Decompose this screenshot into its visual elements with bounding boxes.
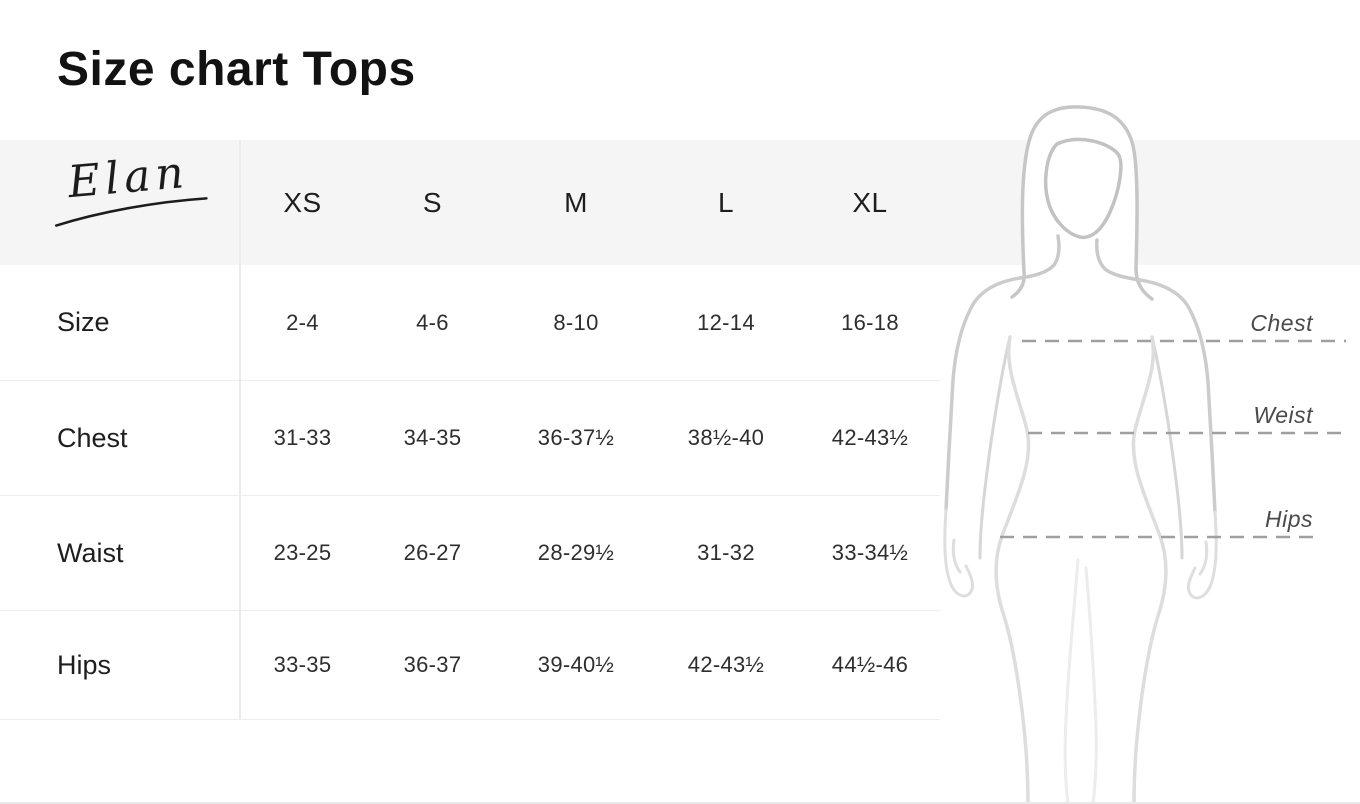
column-header-m: M: [564, 186, 588, 218]
row-values-chest: 31-33 34-35 36-37½ 38½-40 42-43½: [240, 381, 940, 495]
table-row-waist: Waist 23-25 26-27 28-29½ 31-32 33-34½: [0, 495, 940, 610]
cell-hips-m: 39-40½: [537, 652, 615, 677]
cell-hips-l: 42-43½: [687, 652, 765, 677]
column-header-xl: XL: [852, 186, 888, 218]
cell-waist-s: 26-27: [403, 540, 462, 565]
brand-logo: Elan: [46, 145, 213, 249]
column-header-s: S: [422, 186, 443, 218]
column-header-l: L: [717, 186, 735, 218]
hips-measure-label: Hips: [1264, 506, 1313, 532]
table-vertical-divider: [239, 140, 241, 720]
row-values-hips: 33-35 36-37 39-40½ 42-43½ 44½-46: [240, 611, 940, 719]
cell-hips-xl: 44½-46: [831, 652, 909, 677]
cell-chest-l: 38½-40: [687, 425, 765, 450]
page-title: Size chart Tops: [57, 43, 416, 96]
cell-chest-s: 34-35: [403, 425, 462, 450]
waist-measure-label: Weist: [1253, 402, 1313, 428]
cell-chest-m: 36-37½: [537, 425, 615, 450]
cell-chest-xs: 31-33: [273, 425, 332, 450]
cell-size-xl: 16-18: [841, 309, 899, 335]
cell-size-s: 4-6: [416, 309, 449, 335]
row-label-chest: Chest: [57, 422, 128, 453]
cell-waist-xs: 23-25: [273, 540, 332, 565]
column-header-xs: XS: [283, 186, 322, 218]
row-label-size: Size: [57, 307, 110, 337]
figure-face: [1044, 137, 1123, 240]
cell-waist-m: 28-29½: [537, 540, 615, 565]
table-row-size: Size 2-4 4-6 8-10 12-14 16-18: [0, 265, 940, 380]
cell-size-xs: 2-4: [286, 309, 319, 335]
row-label-hips: Hips: [57, 649, 112, 680]
cell-size-m: 8-10: [553, 309, 599, 335]
row-values-size: 2-4 4-6 8-10 12-14 16-18: [240, 265, 940, 380]
cell-hips-s: 36-37: [403, 652, 462, 677]
cell-waist-xl: 33-34½: [831, 540, 909, 565]
brand-logo-underline: [54, 197, 208, 227]
size-column-headers: XS S M L XL: [240, 140, 940, 265]
body-measurement-figure: [943, 105, 1346, 802]
row-label-waist: Waist: [57, 537, 124, 568]
row-values-waist: 23-25 26-27 28-29½ 31-32 33-34½: [240, 496, 940, 610]
cell-size-l: 12-14: [697, 309, 755, 335]
cell-waist-l: 31-32: [697, 540, 755, 565]
cell-chest-xl: 42-43½: [831, 425, 909, 450]
table-row-hips: Hips 33-35 36-37 39-40½ 42-43½ 44½-46: [0, 610, 940, 720]
chest-measure-label: Chest: [1250, 310, 1313, 336]
cell-hips-xs: 33-35: [273, 652, 332, 677]
table-row-chest: Chest 31-33 34-35 36-37½ 38½-40 42-43½: [0, 380, 940, 495]
